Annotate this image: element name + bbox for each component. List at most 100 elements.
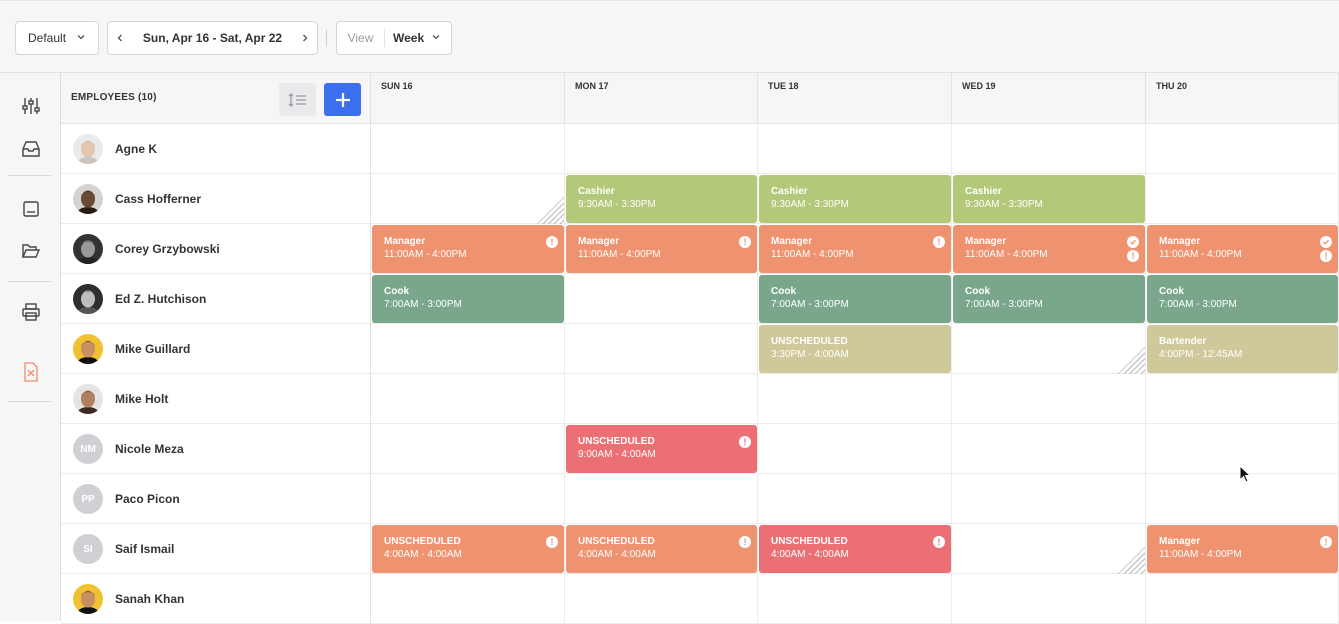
delete-document-icon[interactable] bbox=[20, 361, 42, 383]
alert-icon[interactable]: ! bbox=[1127, 250, 1139, 262]
day-cell[interactable] bbox=[371, 224, 565, 274]
inbox-icon[interactable] bbox=[20, 138, 42, 160]
alert-icon[interactable]: ! bbox=[933, 236, 945, 248]
sort-button[interactable] bbox=[279, 83, 316, 116]
shift-block[interactable]: Cashier 9:30AM - 3:30PM bbox=[953, 175, 1145, 223]
shift-block[interactable]: Cook 7:00AM - 3:00PM bbox=[1147, 275, 1338, 323]
day-cell[interactable] bbox=[371, 424, 565, 474]
day-cell[interactable] bbox=[952, 224, 1146, 274]
shift-block[interactable]: Manager 11:00AM - 4:00PM! bbox=[372, 225, 564, 273]
shift-block[interactable]: Cashier 9:30AM - 3:30PM bbox=[566, 175, 757, 223]
alert-icon[interactable]: ! bbox=[546, 236, 558, 248]
employee-cell[interactable]: Sanah Khan bbox=[61, 574, 371, 624]
day-cell[interactable] bbox=[565, 224, 758, 274]
day-cell[interactable] bbox=[952, 574, 1146, 624]
shift-block[interactable]: Manager 11:00AM - 4:00PM! bbox=[1147, 525, 1338, 573]
day-cell[interactable] bbox=[565, 574, 758, 624]
day-cell[interactable] bbox=[758, 374, 952, 424]
day-cell[interactable] bbox=[758, 274, 952, 324]
sliders-icon[interactable] bbox=[20, 95, 42, 117]
day-cell[interactable] bbox=[952, 324, 1146, 374]
sidebar-divider bbox=[8, 175, 51, 176]
shift-block[interactable]: Manager 11:00AM - 4:00PM! bbox=[759, 225, 951, 273]
prev-week-button[interactable] bbox=[108, 22, 132, 54]
employee-cell[interactable]: Mike Guillard bbox=[61, 324, 371, 374]
day-header-label: TUE 18 bbox=[768, 81, 799, 91]
shift-block[interactable]: UNSCHEDULED 4:00AM - 4:00AM! bbox=[759, 525, 951, 573]
employee-cell[interactable]: Mike Holt bbox=[61, 374, 371, 424]
day-cell[interactable] bbox=[565, 124, 758, 174]
day-cell[interactable] bbox=[758, 324, 952, 374]
day-cell[interactable] bbox=[952, 174, 1146, 224]
day-cell[interactable] bbox=[758, 124, 952, 174]
day-cell[interactable] bbox=[1146, 374, 1339, 424]
day-cell[interactable] bbox=[758, 174, 952, 224]
day-cell[interactable] bbox=[565, 324, 758, 374]
preset-dropdown[interactable]: Default bbox=[15, 21, 99, 55]
day-cell[interactable] bbox=[758, 524, 952, 574]
alert-icon[interactable]: ! bbox=[933, 536, 945, 548]
save-icon[interactable] bbox=[20, 198, 42, 220]
day-cell[interactable] bbox=[758, 474, 952, 524]
day-cell[interactable] bbox=[1146, 574, 1339, 624]
employee-cell[interactable]: PP Paco Picon bbox=[61, 474, 371, 524]
day-cell[interactable] bbox=[565, 424, 758, 474]
avatar bbox=[73, 584, 103, 614]
alert-icon[interactable]: ! bbox=[739, 536, 751, 548]
day-cell[interactable] bbox=[371, 524, 565, 574]
day-cell[interactable] bbox=[952, 124, 1146, 174]
day-cell[interactable] bbox=[758, 574, 952, 624]
shift-block[interactable]: UNSCHEDULED 9:00AM - 4:00AM! bbox=[566, 425, 757, 473]
employee-cell[interactable]: Ed Z. Hutchison bbox=[61, 274, 371, 324]
employee-cell[interactable]: Cass Hofferner bbox=[61, 174, 371, 224]
day-cell[interactable] bbox=[371, 174, 565, 224]
employee-cell[interactable]: NM Nicole Meza bbox=[61, 424, 371, 474]
shift-block[interactable]: Manager 11:00AM - 4:00PM! bbox=[953, 225, 1145, 273]
shift-block[interactable]: UNSCHEDULED 4:00AM - 4:00AM! bbox=[372, 525, 564, 573]
day-cell[interactable] bbox=[565, 274, 758, 324]
shift-block[interactable]: Bartender 4:00PM - 12:45AM bbox=[1147, 325, 1338, 373]
day-cell[interactable] bbox=[371, 324, 565, 374]
shift-block[interactable]: Cashier 9:30AM - 3:30PM bbox=[759, 175, 951, 223]
employee-cell[interactable]: Corey Grzybowski bbox=[61, 224, 371, 274]
day-cell[interactable] bbox=[565, 374, 758, 424]
day-cell[interactable] bbox=[1146, 174, 1339, 224]
day-cell[interactable] bbox=[1146, 124, 1339, 174]
view-dropdown[interactable]: View Week bbox=[336, 21, 452, 55]
shift-block[interactable]: UNSCHEDULED 4:00AM - 4:00AM! bbox=[566, 525, 757, 573]
day-cell[interactable] bbox=[952, 474, 1146, 524]
day-cell[interactable] bbox=[952, 524, 1146, 574]
day-cell[interactable] bbox=[952, 374, 1146, 424]
alert-icon[interactable]: ! bbox=[1320, 536, 1332, 548]
day-cell[interactable] bbox=[565, 524, 758, 574]
employee-cell[interactable]: Agne K bbox=[61, 124, 371, 174]
day-cell[interactable] bbox=[371, 374, 565, 424]
shift-block[interactable]: Cook 7:00AM - 3:00PM bbox=[953, 275, 1145, 323]
day-cell[interactable] bbox=[371, 474, 565, 524]
day-cell[interactable] bbox=[758, 424, 952, 474]
day-cell[interactable] bbox=[371, 574, 565, 624]
printer-icon[interactable] bbox=[20, 301, 42, 323]
day-cell[interactable] bbox=[371, 274, 565, 324]
employees-header: EMPLOYEES (10) bbox=[61, 73, 371, 124]
next-week-button[interactable] bbox=[293, 22, 317, 54]
day-cell[interactable] bbox=[758, 224, 952, 274]
shift-block[interactable]: Cook 7:00AM - 3:00PM bbox=[759, 275, 951, 323]
shift-block[interactable]: Cook 7:00AM - 3:00PM bbox=[372, 275, 564, 323]
alert-icon[interactable]: ! bbox=[739, 436, 751, 448]
alert-icon[interactable]: ! bbox=[546, 536, 558, 548]
alert-icon[interactable]: ! bbox=[1320, 250, 1332, 262]
employee-cell[interactable]: SI Saif Ismail bbox=[61, 524, 371, 574]
day-cell[interactable] bbox=[952, 274, 1146, 324]
date-range-label[interactable]: Sun, Apr 16 - Sat, Apr 22 bbox=[142, 31, 283, 45]
alert-icon[interactable]: ! bbox=[739, 236, 751, 248]
shift-block[interactable]: Manager 11:00AM - 4:00PM! bbox=[566, 225, 757, 273]
shift-block[interactable]: UNSCHEDULED 3:30PM - 4:00AM bbox=[759, 325, 951, 373]
add-employee-button[interactable] bbox=[324, 83, 361, 116]
folder-open-icon[interactable] bbox=[20, 240, 42, 262]
day-cell[interactable] bbox=[952, 424, 1146, 474]
day-cell[interactable] bbox=[565, 174, 758, 224]
day-cell[interactable] bbox=[371, 124, 565, 174]
shift-block[interactable]: Manager 11:00AM - 4:00PM! bbox=[1147, 225, 1338, 273]
day-cell[interactable] bbox=[565, 474, 758, 524]
